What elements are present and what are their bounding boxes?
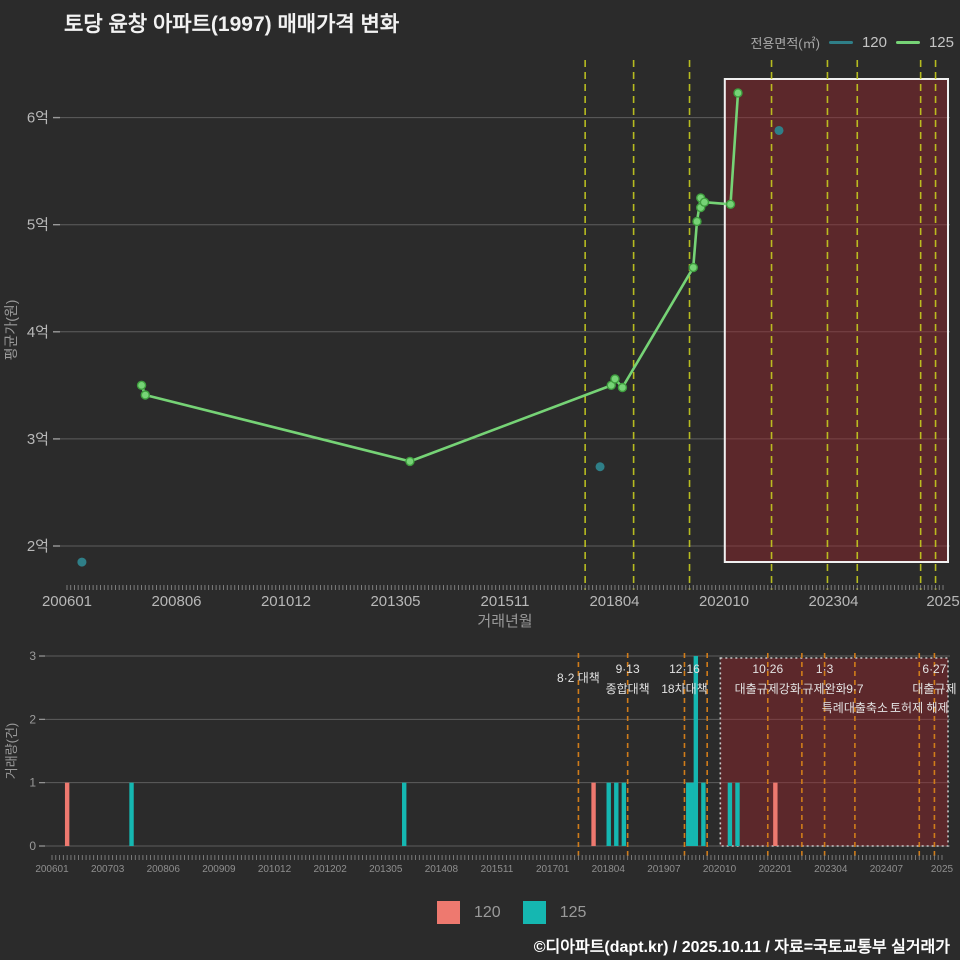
volume-bar-125 [606, 782, 611, 846]
volume-bar-125 [693, 656, 699, 846]
x-tick-label: 202304 [814, 864, 848, 875]
legend-bottom-120: 120 [474, 903, 501, 921]
price-point-120 [774, 125, 784, 135]
legend-top-125: 125 [928, 34, 954, 51]
price-point-125 [617, 382, 628, 393]
x-tick-label: 2025 [931, 864, 954, 875]
y-tick-label: 3억 [27, 431, 49, 448]
x-tick-label: 200806 [151, 593, 201, 610]
x-tick-label: 201202 [313, 864, 347, 875]
x-tick-label: 202010 [703, 864, 737, 875]
x-tick-label: 200703 [91, 864, 125, 875]
policy-label: 1·3 [816, 662, 834, 676]
legend-line-125-swatch [895, 41, 920, 44]
y-axis-title: 거래량(건) [4, 723, 19, 780]
x-tick-label: 2025 [926, 593, 959, 610]
policy-label: 토허제 해제 [890, 701, 949, 715]
policy-label: 9·7 [846, 682, 864, 696]
y-tick-label: 2 [29, 712, 36, 726]
volume-bar-125 [402, 782, 407, 846]
x-tick-label: 201511 [481, 864, 514, 875]
x-tick-label: 202304 [808, 593, 858, 610]
policy-label: 종합대책 [606, 681, 650, 696]
legend-top: 전용면적(㎡) 120 125 [750, 33, 954, 52]
volume-bar-125 [686, 782, 691, 846]
x-tick-label: 201511 [481, 593, 530, 610]
legend-top-120: 120 [861, 34, 887, 51]
price-point-125 [136, 380, 147, 391]
policy-label: 대출규제 [912, 682, 956, 696]
price-point-125 [140, 390, 150, 400]
legend-bar-120-swatch [437, 901, 460, 924]
policy-label: 18차대책 [661, 681, 707, 696]
legend-line-120-swatch [828, 41, 853, 44]
x-tick-label: 201408 [425, 864, 459, 875]
x-tick-label: 201012 [258, 864, 292, 875]
y-tick-label: 2억 [27, 538, 49, 555]
volume-bar-chart: 0 1 2 3 8·2 대책 9·13 종합대책 12·16 18차대책 10·26 대출규제강화 1… [4, 649, 957, 875]
footer-credit: ©디아파트(dapt.kr) / 2025.10.11 / 자료=국토교통부 실… [533, 939, 950, 956]
x-tick-label: 201804 [592, 864, 626, 875]
policy-label: 8·2 대책 [557, 670, 600, 685]
price-point-125 [725, 199, 736, 210]
highlight-box [723, 78, 950, 563]
x-tick-label: 201701 [536, 864, 570, 875]
volume-bar-125 [727, 782, 733, 846]
x-tick-label: 201012 [261, 593, 311, 610]
x-tick-label: 200601 [42, 593, 92, 610]
volume-bar-125 [735, 782, 740, 846]
x-tick-label: 201907 [647, 864, 681, 875]
x-axis-title: 거래년월 [477, 613, 532, 630]
highlight-box [719, 657, 949, 847]
volume-bar-120 [773, 782, 778, 846]
price-point-125 [610, 374, 620, 384]
price-point-125 [733, 88, 743, 98]
price-point-125 [699, 197, 710, 207]
price-point-125 [692, 216, 702, 227]
price-line-chart: 2억 3억 4억 5억 6억 200601 200806 201012 201305 201511… [3, 60, 960, 630]
policy-label: 9·13 [616, 662, 640, 676]
policy-label: 10·26 [752, 662, 783, 676]
legend-bar-125-swatch [522, 901, 546, 924]
price-point-120 [595, 462, 605, 472]
policy-label: 6·27 [922, 662, 946, 676]
x-tick-label: 200601 [35, 864, 69, 875]
price-point-120 [77, 557, 87, 567]
x-tick-label: 202201 [758, 864, 792, 875]
y-tick-label: 6억 [27, 110, 49, 127]
price-point-125 [688, 262, 698, 273]
x-tick-label: 200909 [202, 864, 236, 875]
policy-label: 특례대출축소 [822, 701, 888, 715]
price-line-125 [140, 92, 740, 463]
price-point-125 [405, 456, 415, 467]
policy-label: 12·16 [669, 662, 700, 676]
y-axis-title: 평균가(원) [3, 300, 19, 361]
y-tick-label: 5억 [27, 217, 49, 234]
volume-bar-125 [689, 782, 695, 846]
volume-bar-125 [614, 782, 619, 846]
x-tick-label: 201305 [369, 864, 403, 875]
legend-top-label: 전용면적(㎡) [750, 36, 820, 51]
policy-label: 대출규제강화 [735, 682, 801, 696]
volume-bar-125 [621, 782, 627, 846]
chart-title: 토당 윤창 아파트(1997) 매매가격 변화 [64, 13, 400, 36]
volume-bar-125 [129, 782, 134, 846]
x-tick-label: 201804 [589, 593, 639, 610]
volume-bar-120 [591, 782, 596, 846]
y-tick-label: 0 [29, 839, 36, 853]
x-tick-label: 202010 [699, 593, 749, 610]
y-tick-label: 3 [29, 649, 36, 663]
x-tick-label: 202407 [870, 864, 904, 875]
volume-bar-125 [701, 782, 706, 846]
x-tick-label: 201305 [370, 593, 420, 610]
policy-label: 규제완화 [803, 682, 847, 696]
volume-bar-120 [64, 782, 70, 846]
legend-bottom: 120 125 [437, 901, 608, 924]
y-tick-label: 4억 [27, 324, 49, 341]
y-tick-label: 1 [29, 776, 36, 790]
x-tick-label: 200806 [147, 864, 181, 875]
legend-bottom-125: 125 [559, 903, 587, 921]
